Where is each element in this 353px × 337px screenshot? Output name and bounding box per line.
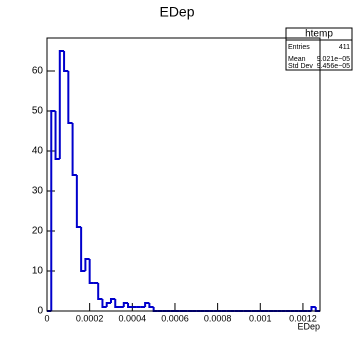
histogram-bin (67, 71, 73, 124)
x-tick-label: 0.001 (249, 313, 272, 323)
chart-title: EDep (159, 4, 194, 20)
histogram-bin (71, 123, 77, 176)
y-tick-label: 50 (32, 106, 44, 117)
histogram-bin (310, 306, 316, 311)
histogram-bin (80, 227, 86, 272)
x-tick-label: 0.0012 (289, 313, 317, 323)
histogram-bin (88, 259, 94, 284)
x-tick-label: 0 (44, 313, 49, 323)
x-axis-label: EDep (297, 321, 320, 331)
x-tick-label: 0.0004 (119, 313, 147, 323)
histogram-bin (109, 298, 116, 303)
histogram-bin (148, 303, 154, 308)
y-tick-label: 60 (32, 66, 44, 77)
histogram-bin (54, 111, 60, 160)
stats-title: htemp (305, 29, 333, 40)
histogram-bin (63, 51, 69, 72)
histogram-bin (50, 110, 56, 311)
histogram-bin (127, 303, 133, 308)
y-tick-label: 10 (32, 266, 44, 277)
histogram-bin (84, 258, 90, 271)
plot-frame (46, 37, 321, 312)
histogram-bin (314, 307, 320, 312)
x-tick-label: 0.0008 (204, 313, 232, 323)
stats-label: Entries (288, 44, 310, 51)
x-tick-label: 0.0006 (161, 313, 189, 323)
y-tick-label: 30 (32, 186, 44, 197)
histogram-bin (105, 302, 111, 307)
stats-value: 9.456e−05 (317, 63, 350, 70)
stats-frame (285, 27, 353, 71)
histogram-bin (101, 299, 107, 308)
stats-label: Std Dev (288, 63, 313, 70)
stats-value: 9.021e−05 (317, 56, 350, 63)
histogram-bin (152, 307, 158, 312)
histogram-bin (122, 302, 129, 307)
y-tick-label: 40 (32, 146, 44, 157)
x-tick-label: 0.0002 (76, 313, 104, 323)
stats-box: htemp Entries 411 Mean 9.021e−05 Std Dev… (285, 27, 353, 71)
y-tick-label: 0 (37, 306, 43, 317)
histogram-bin (144, 302, 150, 307)
histogram-bin (114, 299, 120, 308)
histogram-bin (97, 283, 103, 300)
y-tick-label: 20 (32, 226, 44, 237)
histogram-bin (58, 50, 65, 159)
histogram-bin (75, 175, 82, 228)
stats-label: Mean (288, 56, 306, 63)
stats-value: 411 (339, 44, 350, 51)
